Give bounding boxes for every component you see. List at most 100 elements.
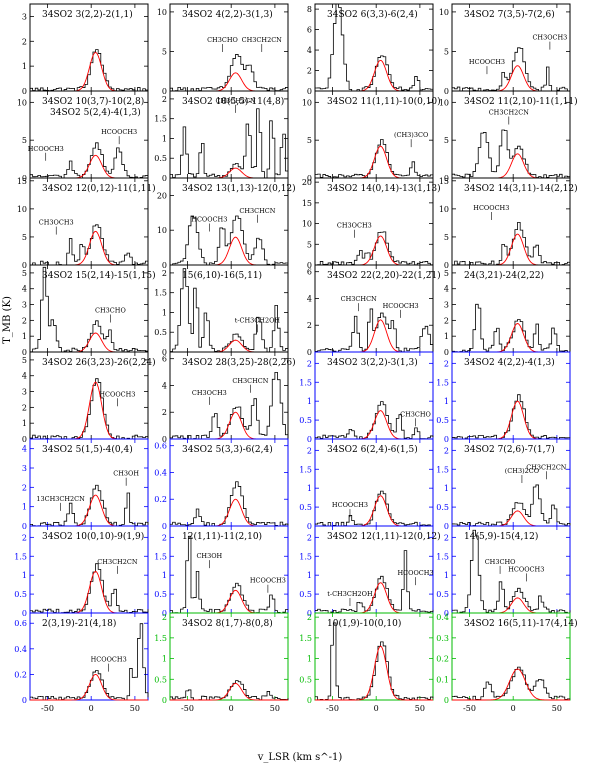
y-tick-label: 6	[162, 355, 167, 364]
y-tick-label: 0	[444, 87, 449, 96]
spectrum-panel: 0 0.5 1 1.5 2 -50 0 50 34SO2 8(1,7)-8(0,8)	[154, 612, 289, 713]
line-annotation: HCOOCH3	[473, 204, 509, 212]
line-annotation: HCOOCH3	[332, 501, 368, 509]
y-tick-label: 10	[439, 205, 449, 214]
y-tick-label: 10	[302, 220, 312, 229]
panel-title: 34SO2 11(1,11)-10(0,10)	[327, 96, 441, 107]
line-annotation: HCOOCH3	[101, 128, 137, 136]
spectrum-panel: 0 5 10 15 20 34SO2 14(0,14)-13(1,13) CH3OCH3	[302, 177, 441, 270]
spectrum-panel: 0 0.5 1 1.5 2 34SO2 6(2,4)-6(1,5) HCOOCH3	[299, 438, 434, 531]
y-tick-label: 10	[157, 8, 167, 17]
y-tick-label: 0.1	[436, 675, 449, 684]
spectrum-panel: 0 1 2 3 34SO2 3(2,2)-2(1,1)	[22, 3, 149, 96]
panel-title: 34SO2 10(3,7)-10(2,8)	[42, 96, 144, 107]
observed-spectrum	[452, 666, 571, 701]
observed-spectrum	[170, 371, 289, 440]
y-tick-label: 0	[444, 435, 449, 444]
y-tick-label: 0.6	[14, 619, 27, 628]
y-tick-label: 0.4	[14, 645, 27, 654]
spectrum-panel: 0 0.5 1 1.5 2 34SO2 10(5,5)-11(4,8)CH3CH2CN	[154, 90, 289, 183]
observed-spectrum	[452, 47, 571, 92]
observed-spectrum	[315, 3, 434, 92]
line-annotation: 13CH3CH2CN	[36, 495, 85, 503]
spectrum-panel: 0 1 2 3 4 5 24(3,21)-24(2,22)	[444, 264, 571, 357]
y-tick-label: 0	[162, 261, 167, 270]
model-curve	[452, 668, 570, 701]
y-tick-label: 2	[444, 533, 449, 542]
y-tick-label: 4	[307, 46, 312, 55]
panel-title: 14(5,9)-15(4,12)	[464, 531, 538, 542]
panel-title: 34SO2 15(2,14)-15(1,15)	[42, 270, 156, 281]
line-annotation: HCOOCH3	[28, 145, 64, 153]
line-annotation: CH3CH2CN	[97, 558, 138, 566]
y-tick-label: 2	[22, 533, 27, 542]
line-annotation: HCOOCH3	[508, 565, 544, 573]
y-tick-label: 1.5	[436, 378, 449, 387]
y-tick-label: 0.5	[154, 154, 167, 163]
y-tick-label: 0	[307, 348, 312, 357]
y-tick-label: 5	[444, 47, 449, 56]
y-tick-label: 1.5	[154, 115, 167, 124]
y-tick-label: 15	[302, 199, 312, 208]
spectrum-panel: 0 5 10 34SO2 11(2,10)-11(1,11)CH3CH2CN	[439, 90, 578, 183]
y-tick-label: 5	[307, 240, 312, 249]
y-tick-label: 0.5	[299, 675, 312, 684]
panel-title: 34SO2 3(2,2)-3(1,3)	[327, 357, 418, 368]
panel-title: 34SO2 22(2,20)-22(1,21)	[327, 270, 441, 281]
observed-spectrum	[315, 490, 434, 527]
y-tick-label: 0	[307, 435, 312, 444]
y-tick-label: 4	[22, 285, 27, 294]
observed-spectrum	[452, 394, 571, 440]
line-annotation: HCOOCH3	[191, 216, 227, 224]
y-tick-label: 1	[22, 62, 27, 71]
model-curve	[452, 400, 570, 440]
panel-frame	[169, 612, 289, 701]
panel-title: 34SO2 28(3,25)-28(2,26)	[182, 357, 296, 368]
y-tick-label: 0	[22, 348, 27, 357]
y-tick-label: 2	[22, 403, 27, 412]
y-tick-label: 0.2	[14, 670, 27, 679]
y-tick-label: 0.5	[436, 590, 449, 599]
panel-title: 34SO2 16(5,11)-17(4,14)	[464, 618, 578, 629]
y-tick-label: 2	[307, 533, 312, 542]
y-tick-label: 0	[444, 522, 449, 531]
panel-title: 34SO2 6(3,3)-6(2,4)	[327, 9, 418, 20]
y-tick-label: 2	[162, 408, 167, 417]
y-tick-label: 0	[162, 696, 167, 705]
y-tick-label: 6	[307, 268, 312, 277]
y-tick-label: 0	[307, 261, 312, 270]
y-tick-label: 5	[22, 356, 27, 365]
line-annotation: CH3CHO	[207, 36, 238, 44]
spectrum-panel: 0 5 10 34SO2 7(3,5)-7(2,6) HCOOCH3 CH3OCH3	[439, 3, 571, 96]
line-annotation: HCOOCH3	[383, 302, 419, 310]
y-tick-label: 10	[302, 98, 312, 107]
y-tick-label: 2	[22, 483, 27, 492]
spectrum-panel: 0 1 2 3 4 34SO2 5(1,5)-4(0,4) 13CH3CH2CN CH3OH	[22, 438, 149, 531]
line-annotation: CH3CHCN	[232, 377, 268, 385]
y-tick-label: 1.5	[154, 634, 167, 643]
spectrum-panel: 0 0.2 0.4 0.6 34SO2 5(3,3)-6(2,4)	[154, 438, 289, 531]
spectrum-panel: 0 0.5 1 1.5 2 34SO2 12(1,11)-12(0,12) t-CH3CH2…	[299, 525, 441, 618]
line-annotation: CH3CH2CN	[526, 463, 567, 471]
x-tick-label: 0	[511, 704, 516, 713]
y-tick-label: 4	[22, 372, 27, 381]
line-annotation: HCOOCH3	[99, 390, 135, 398]
spectrum-panel: 0 5 10 15 34SO2 14(3,11)-14(2,12) HCOOCH3	[439, 177, 578, 270]
y-tick-label: 0	[444, 174, 449, 183]
panel-title: 34SO2 10(5,5)-11(4,8)	[182, 96, 284, 107]
y-tick-label: 0	[162, 87, 167, 96]
panel-frame	[29, 612, 149, 701]
y-tick-label: 4	[444, 285, 449, 294]
spectrum-panel: 0 0.5 1 1.5 2 34SO2 10(0,10)-9(1,9) CH3CH2CN	[14, 525, 149, 618]
panel-title: 34SO2 13(1,13)-12(0,12)	[182, 183, 296, 194]
y-tick-label: 0	[162, 522, 167, 531]
observed-spectrum	[30, 623, 149, 701]
y-tick-label: 1	[162, 308, 167, 317]
observed-spectrum	[452, 529, 571, 614]
y-tick-label: 2	[307, 359, 312, 368]
spectrum-panel: 0 1 2 3 4 5 34SO2 26(3,23)-26(2,24) HCOOCH3	[22, 351, 156, 444]
x-tick-label: -50	[326, 704, 339, 713]
y-tick-label: 2	[307, 446, 312, 455]
y-tick-label: 5	[444, 136, 449, 145]
